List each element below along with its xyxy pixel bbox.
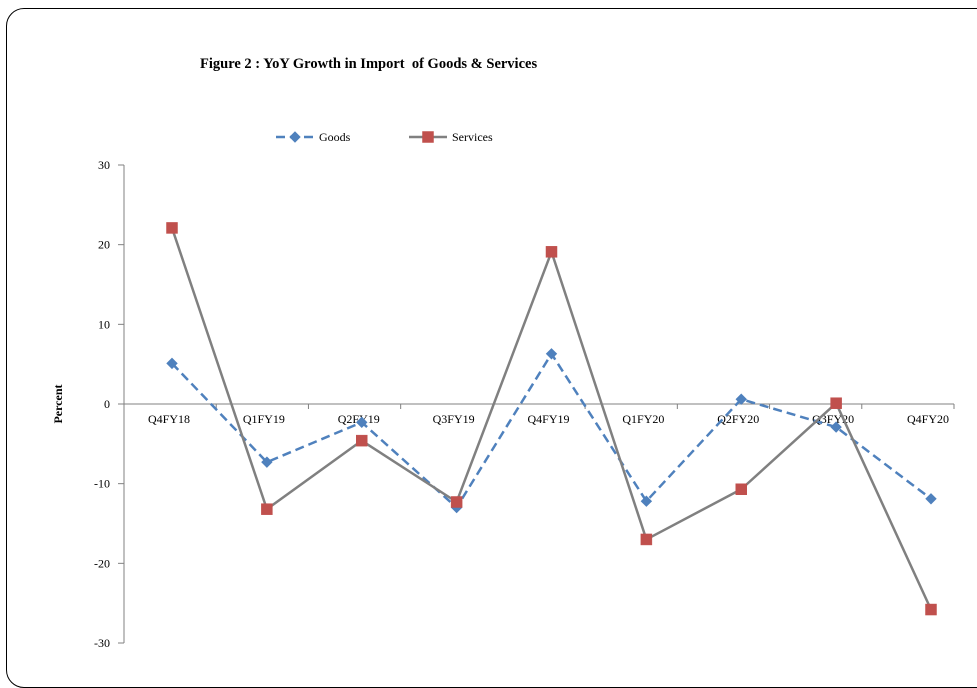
services-point bbox=[450, 496, 463, 508]
services-point bbox=[422, 131, 434, 143]
services-point bbox=[830, 397, 842, 409]
goods-point bbox=[925, 493, 937, 505]
goods-line bbox=[171, 352, 932, 509]
y-tick-label: 20 bbox=[98, 238, 110, 252]
y-tick-label: 0 bbox=[104, 397, 110, 411]
x-tick-label: Q2FY19 bbox=[338, 412, 380, 426]
x-tick-label: Q4FY18 bbox=[148, 412, 190, 426]
goods-series bbox=[166, 348, 937, 514]
y-tick-label: -10 bbox=[94, 477, 110, 491]
x-tick-label: Q3FY19 bbox=[433, 412, 475, 426]
goods-point bbox=[640, 495, 653, 507]
services-point bbox=[925, 603, 937, 616]
goods-point bbox=[356, 416, 368, 429]
y-axis-title: Percent bbox=[51, 384, 65, 423]
chart-title: Figure 2 : YoY Growth in Import of Goods… bbox=[200, 56, 538, 72]
services-point bbox=[166, 222, 178, 234]
services-series bbox=[166, 222, 937, 616]
goods-point bbox=[830, 421, 842, 433]
x-tick-label: Q4FY20 bbox=[907, 412, 949, 426]
goods-point bbox=[166, 357, 178, 370]
x-axis: Q4FY18 Q1FY19 Q2FY19 Q3FY19 Q4FY19 Q1FY20 Q2FY… bbox=[124, 403, 955, 426]
legend: Goods Services bbox=[276, 130, 493, 144]
legend-label-goods: Goods bbox=[319, 130, 351, 144]
y-tick-label: -20 bbox=[94, 556, 110, 570]
legend-label-services: Services bbox=[452, 130, 493, 144]
chart-frame bbox=[6, 8, 977, 688]
x-tick-label: Q4FY19 bbox=[527, 412, 569, 426]
x-tick-label: Q1FY20 bbox=[622, 412, 664, 426]
x-tick-label: Q1FY19 bbox=[243, 412, 285, 426]
y-tick-label: 10 bbox=[98, 317, 110, 331]
services-point bbox=[640, 533, 653, 546]
chart-canvas: 30 20 10 0 -10 -20 -30 Q4FY18 Q1FY19 Q2FY19 Q3FY1… bbox=[51, 130, 955, 650]
y-tick-label: 30 bbox=[98, 158, 110, 172]
goods-point bbox=[545, 348, 558, 360]
goods-point bbox=[261, 456, 273, 468]
services-point bbox=[261, 503, 273, 515]
series-group bbox=[166, 222, 937, 616]
goods-point bbox=[735, 393, 747, 405]
y-axis: 30 20 10 0 -10 -20 -30 bbox=[94, 158, 125, 650]
x-tick-label: Q2FY20 bbox=[717, 412, 759, 426]
services-point bbox=[545, 246, 558, 258]
services-point bbox=[735, 483, 747, 495]
goods-point bbox=[289, 131, 301, 143]
y-tick-label: -30 bbox=[94, 636, 110, 650]
services-point bbox=[356, 434, 368, 447]
